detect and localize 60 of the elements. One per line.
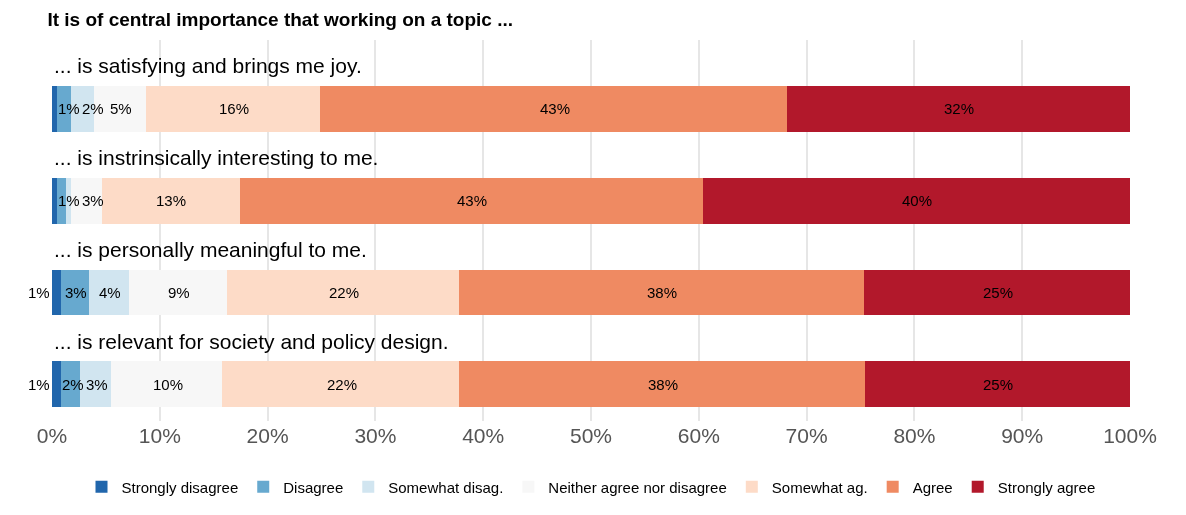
data-label: 5% [110,100,132,117]
bar [52,85,58,132]
x-tick-label: 70% [785,424,828,447]
y-tick-label: ... is personally meaningful to me. [54,238,367,261]
data-label: 32% [944,100,975,117]
legend-label: Somewhat disag. [388,478,504,496]
chart-title: It is of central importance that working on a topic ... [47,9,513,31]
data-label: 4% [99,284,121,301]
x-tick-label: 60% [677,424,720,447]
x-tick-label: 0% [36,424,68,447]
y-tick-label: ... is instrinsically interesting to me. [54,146,379,169]
bar [52,361,61,408]
bar [459,361,865,408]
data-label: 9% [168,284,190,301]
data-label: 1% [28,376,50,393]
x-tick-label: 20% [246,424,289,447]
data-label: 43% [540,100,571,117]
legend-label: Neither agree nor disagree [548,478,727,496]
data-label: 38% [647,284,678,301]
x-tick-label: 90% [1001,424,1044,447]
x-tick-label: 100% [1103,424,1157,447]
data-label: 25% [983,376,1014,393]
legend-label: Agree [912,478,953,496]
data-label: 3% [82,192,104,209]
bar [52,177,58,224]
legend-label: Strongly agree [997,478,1096,496]
data-label: 3% [65,284,87,301]
bar [863,269,1130,316]
x-tick-label: 30% [354,424,397,447]
data-label: 13% [156,192,187,209]
bar [320,85,788,132]
x-tick-label: 80% [893,424,936,447]
data-label: 38% [648,376,679,393]
data-label: 3% [86,376,108,393]
legend-label: Strongly disagree [121,478,239,496]
data-label: 16% [219,100,250,117]
data-label: 1% [28,284,50,301]
bar [239,177,704,224]
data-label: 1% [58,192,80,209]
data-label: 2% [62,376,84,393]
bar [703,177,1130,224]
bar [864,361,1130,408]
y-tick-label: ... is relevant for society and policy design. [54,330,449,353]
data-label: 10% [153,376,184,393]
x-tick-label: 50% [569,424,613,447]
data-label: 25% [983,284,1014,301]
data-label: 40% [902,192,933,209]
data-label: 43% [457,192,488,209]
legend-label: Disagree [283,478,344,496]
data-label: 2% [82,100,104,117]
x-tick-label: 40% [462,424,505,447]
bar [52,269,61,316]
data-label: 22% [329,284,360,301]
x-tick-label: 10% [138,424,181,447]
data-label: 22% [327,376,358,393]
legend-label: Somewhat ag. [771,478,868,496]
bar [787,85,1130,132]
y-tick-label: ... is satisfying and brings me joy. [54,54,362,77]
bar [459,269,864,316]
data-label: 1% [58,100,80,117]
